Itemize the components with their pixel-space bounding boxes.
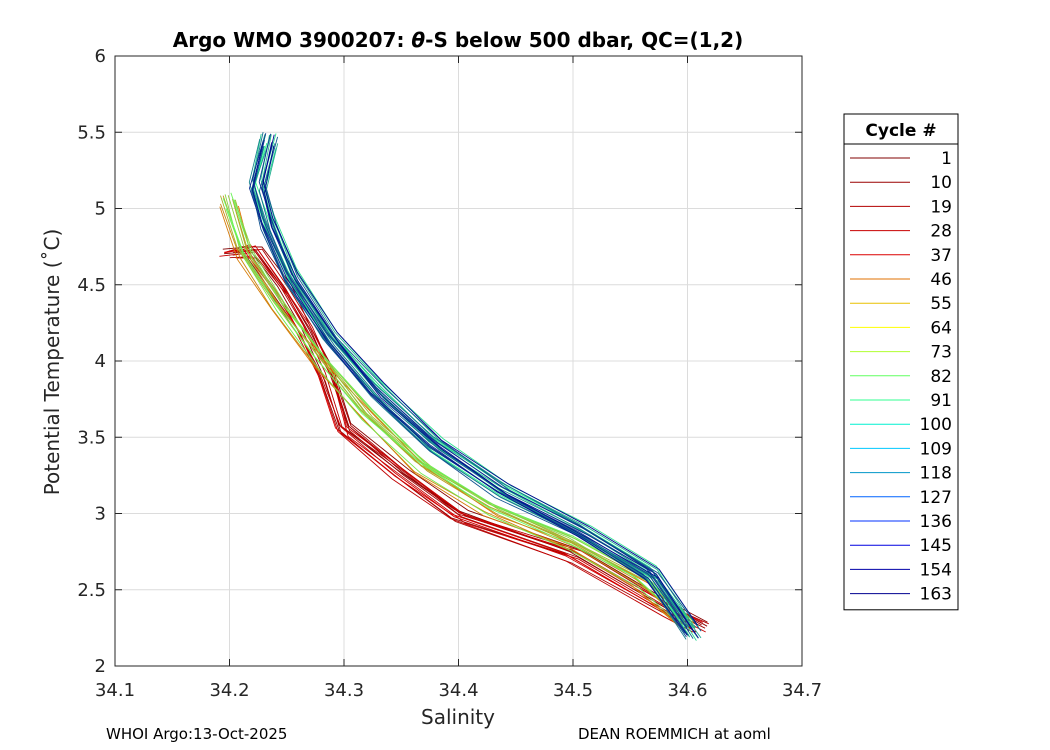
profile-line-cycles-late xyxy=(258,145,694,639)
x-tick-label: 34.4 xyxy=(438,680,478,701)
legend-entry-label: 82 xyxy=(930,367,952,387)
x-tick-label: 34.5 xyxy=(553,680,593,701)
legend-entry-label: 28 xyxy=(930,222,952,242)
y-tick-label: 3.5 xyxy=(77,427,106,448)
legend-entry-label: 37 xyxy=(930,246,952,266)
x-tick-label: 34.1 xyxy=(95,680,135,701)
legend-entry-label: 100 xyxy=(920,415,952,435)
legend-entry-label: 73 xyxy=(930,343,952,363)
profile-line-cycles-late xyxy=(264,136,702,632)
y-tick-label: 5.5 xyxy=(77,122,106,143)
y-tick-label: 2 xyxy=(95,656,106,677)
legend-entry-label: 118 xyxy=(920,464,952,484)
footer-right: DEAN ROEMMICH at aoml xyxy=(578,725,771,743)
legend-entry-label: 64 xyxy=(930,318,952,338)
x-tick-label: 34.7 xyxy=(782,680,822,701)
x-tick-label: 34.3 xyxy=(324,680,364,701)
legend-entry-label: 136 xyxy=(920,512,952,532)
legend-title: Cycle # xyxy=(865,121,936,141)
profile-line-cycles-mid xyxy=(220,203,679,625)
x-tick-label: 34.6 xyxy=(667,680,707,701)
y-tick-label: 4.5 xyxy=(77,275,106,296)
profile-line-cycles-mid xyxy=(224,194,684,621)
legend: Cycle #1 10 19 28 37 46 55 64 73 82 91 100 109 118 127… xyxy=(843,113,959,611)
profile-line-cycles-late xyxy=(249,140,689,636)
profile-line-cycles-mid xyxy=(225,208,685,629)
legend-box xyxy=(843,113,959,611)
y-tick-label: 5 xyxy=(95,199,106,220)
grid xyxy=(115,56,802,666)
chart-title: Argo WMO 3900207: θ-S below 500 dbar, QC… xyxy=(173,28,743,52)
legend-entry-label: 1 xyxy=(941,149,952,169)
profile-line-cycles-mid xyxy=(233,199,694,622)
profile-line-cycles-late xyxy=(262,134,698,626)
profile-line-cycles-early xyxy=(238,248,709,625)
y-tick-label: 2.5 xyxy=(77,580,106,601)
legend-entry-label: 127 xyxy=(920,488,952,508)
profile-line-cycles-early xyxy=(235,257,706,633)
legend-entry-label: 10 xyxy=(930,173,952,193)
legend-entry-label: 154 xyxy=(920,560,952,580)
x-axis-label: Salinity xyxy=(421,705,495,729)
x-tick-label: 34.2 xyxy=(209,680,249,701)
profile-lines xyxy=(219,132,709,641)
profile-line-cycles-late xyxy=(253,134,694,629)
legend-entry-label: 46 xyxy=(930,270,952,290)
y-tick-label: 3 xyxy=(95,504,106,525)
y-tick-label: 6 xyxy=(95,46,106,67)
profile-line-cycles-late xyxy=(261,142,696,634)
footer-left: WHOI Argo:13-Oct-2025 xyxy=(106,725,288,743)
legend-entry-label: 145 xyxy=(920,536,952,556)
y-tick-label: 4 xyxy=(95,351,106,372)
y-axis-label: Potential Temperature (˚C) xyxy=(40,229,64,496)
legend-entry-label: 163 xyxy=(920,585,952,605)
profile-line-cycles-mid xyxy=(222,198,685,622)
legend-entry-label: 109 xyxy=(920,439,952,459)
profile-line-cycles-late xyxy=(264,145,699,639)
profile-line-cycles-late xyxy=(251,143,688,636)
x-axis: 34.1 34.2 34.3 34.4 34.5 34.6 34.7 xyxy=(95,56,822,701)
legend-entry-label: 19 xyxy=(930,197,952,217)
legend-entry-label: 55 xyxy=(930,294,952,314)
legend-entry-label: 91 xyxy=(930,391,952,411)
y-axis: 2 2.5 3 3.5 4 4.5 5 5.5 6 xyxy=(77,46,802,677)
